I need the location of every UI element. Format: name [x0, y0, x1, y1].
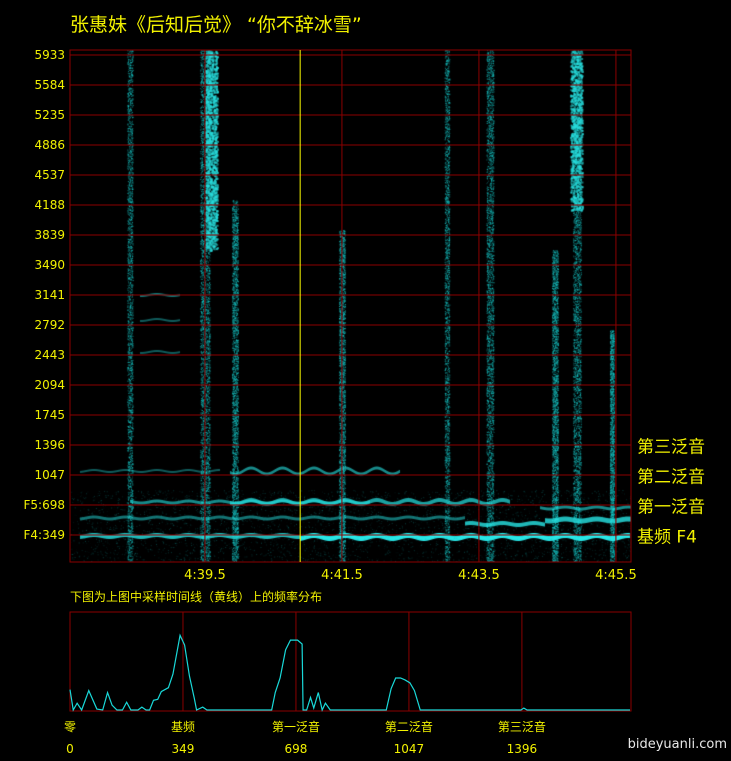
y-tick-label: 4537: [34, 168, 65, 182]
spectrum-tick-name: 基频: [170, 720, 195, 734]
y-tick-label: F4:349: [23, 528, 65, 542]
y-tick-label: 1745: [34, 408, 65, 422]
y-tick-label: 3141: [34, 288, 65, 302]
spectrum-tick-value: 698: [284, 742, 308, 756]
spectrum-tick-value: 1047: [393, 742, 425, 756]
y-tick-label: 5235: [34, 108, 65, 122]
spectrum-tick-name: 第二泛音: [384, 720, 433, 734]
chart-title: 张惠妹《后知后觉》 “你不辞冰雪”: [70, 14, 362, 36]
plot-border: [69, 49, 632, 563]
y-tick-label: F5:698: [23, 498, 65, 512]
spectrum-tick-name: 零: [63, 720, 77, 734]
spectrum-tick-name: 第一泛音: [271, 720, 320, 734]
y-tick-label: 2094: [34, 378, 65, 392]
spectrum-caption: 下图为上图中采样时间线（黄线）上的频率分布: [70, 590, 323, 604]
spectrum-tick-value: 0: [66, 742, 74, 756]
spectrum-border: [69, 611, 632, 712]
y-tick-label: 1047: [34, 468, 65, 482]
y-tick-label: 4188: [34, 198, 65, 212]
y-tick-label: 2443: [34, 348, 65, 362]
y-tick-label: 3490: [34, 258, 65, 272]
x-tick-label: 4:43.5: [458, 568, 500, 583]
spectrogram-image: [70, 50, 631, 562]
y-tick-label: 3839: [34, 228, 65, 242]
x-tick-label: 4:39.5: [184, 568, 226, 583]
spectrum-tick-value: 349: [171, 742, 195, 756]
x-tick-label: 4:41.5: [321, 568, 363, 583]
x-tick-label: 4:45.5: [595, 568, 637, 583]
spectrum-line: [69, 633, 631, 712]
y-tick-label: 5933: [34, 48, 65, 62]
y-tick-label: 1396: [34, 438, 65, 452]
y-tick-label: 4886: [34, 138, 65, 152]
spectrum-tick-value: 1396: [506, 742, 538, 756]
y-tick-label: 5584: [34, 78, 65, 92]
watermark: bideyuanli.com: [627, 737, 727, 752]
spectrum-tick-name: 第三泛音: [497, 720, 546, 734]
harmonic-label: 第一泛音: [637, 497, 705, 518]
harmonic-label: 第三泛音: [637, 437, 705, 458]
y-tick-label: 2792: [34, 318, 65, 332]
harmonic-label: 第二泛音: [637, 467, 705, 488]
harmonic-label: 基频 F4: [637, 527, 697, 548]
